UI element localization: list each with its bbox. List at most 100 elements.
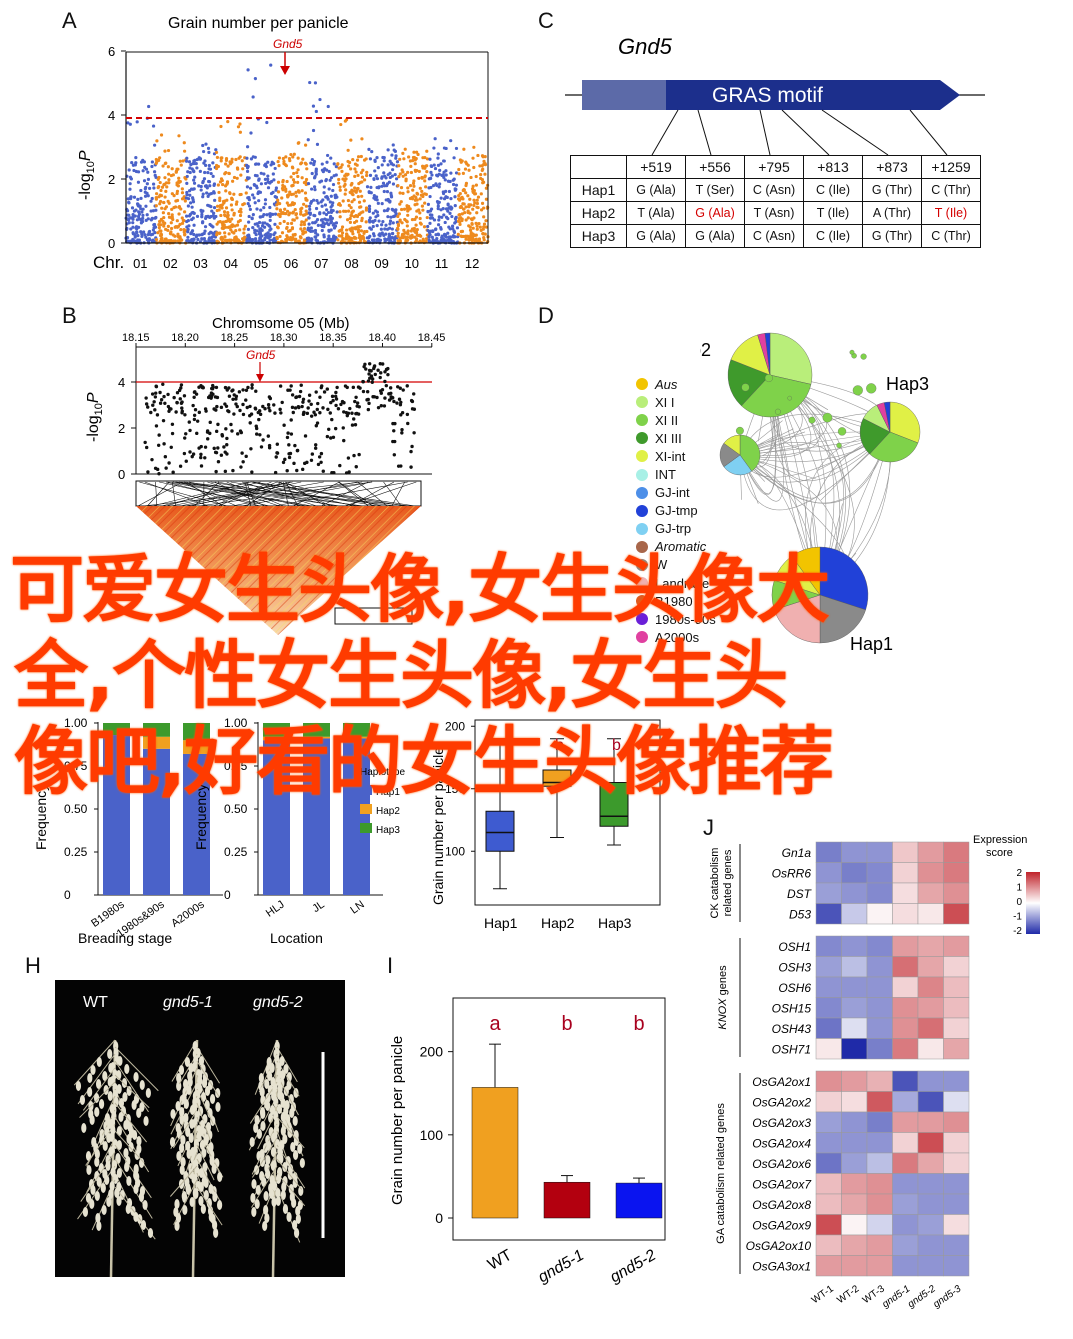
boxplot-y-tick-label: 200 <box>445 719 465 733</box>
grain <box>289 1108 295 1118</box>
grain <box>131 1100 137 1110</box>
grain <box>185 1183 191 1193</box>
grain <box>182 1205 188 1215</box>
grain <box>202 1162 208 1172</box>
heatmap-cell <box>815 1152 842 1174</box>
grain <box>116 1140 122 1150</box>
legend-swatch-icon <box>636 378 648 391</box>
grain <box>256 1129 262 1139</box>
grain <box>268 1189 275 1199</box>
grain <box>133 1072 139 1082</box>
heatmap-cell <box>943 935 970 957</box>
grain <box>176 1151 182 1161</box>
grain <box>79 1095 86 1105</box>
chr-tick-label: 09 <box>374 256 388 271</box>
grain <box>85 1193 92 1203</box>
location-category-label: JL <box>310 899 326 915</box>
network-legend-item: Aus <box>636 375 716 393</box>
grain <box>89 1199 95 1209</box>
legend-label: B1980 <box>655 593 693 609</box>
grain <box>206 1198 212 1208</box>
grain <box>139 1080 145 1090</box>
grain <box>145 1088 151 1098</box>
heatmap-column-label: gnd5-3 <box>931 1283 963 1310</box>
bar-category-label: gnd5-1 <box>535 1247 587 1287</box>
boxplot-box <box>485 810 515 852</box>
regional-x-tick-label: 18.45 <box>418 332 446 344</box>
grain <box>262 1221 268 1231</box>
grain <box>123 1148 129 1158</box>
panel-d-letter: D <box>538 303 554 328</box>
panicle-photo: WT gnd5-1 gnd5-2 <box>55 980 345 1278</box>
boxplot-category-label: Hap3 <box>598 915 632 931</box>
legend-swatch-icon <box>636 468 648 481</box>
grain <box>75 1081 82 1091</box>
heatmap-cell <box>943 1152 970 1174</box>
heatmap-cell <box>917 841 944 863</box>
heatmap-cell <box>866 935 893 957</box>
grain <box>102 1141 108 1151</box>
grain <box>143 1116 149 1126</box>
heatmap-cell <box>841 1234 868 1256</box>
legend-label: W <box>655 557 668 573</box>
location-bar-hap3 <box>343 723 370 737</box>
grain <box>189 1197 195 1207</box>
legend-label: XI-int <box>655 448 686 464</box>
heatmap-cell <box>815 976 842 998</box>
grain <box>271 1197 277 1207</box>
grain <box>169 1137 176 1147</box>
grain <box>199 1140 206 1150</box>
grain <box>102 1071 108 1081</box>
heatmap-cell <box>892 1214 919 1236</box>
stage-y-tick-label: 0.75 <box>64 759 88 773</box>
grain <box>192 1118 198 1128</box>
grain <box>280 1126 286 1136</box>
heatmap-cell <box>815 1038 842 1060</box>
photo-label-wt: WT <box>83 994 108 1011</box>
location-bar-hap1 <box>263 740 290 895</box>
regional-y-label: -log10P <box>85 392 105 442</box>
heatmap-column-label: gnd5-2 <box>906 1283 938 1310</box>
network-legend-item: 1980s-90s <box>636 610 716 628</box>
grain <box>96 1057 102 1067</box>
gene-name: OSH71 <box>772 1043 811 1057</box>
grain <box>280 1098 286 1108</box>
grain <box>292 1116 298 1126</box>
heatmap-cell <box>866 1214 893 1236</box>
location-category-label: HLJ <box>264 899 287 920</box>
grain <box>85 1151 92 1161</box>
grain <box>116 1126 122 1136</box>
scale-tick-label: 2 <box>1016 868 1022 879</box>
grain <box>86 1165 92 1175</box>
heatmap-cell <box>866 1234 893 1256</box>
boxplot-y-label: Grain number per panicle <box>430 747 446 905</box>
heatmap-cell <box>943 1132 970 1154</box>
grain <box>94 1191 100 1201</box>
grain <box>213 1228 219 1238</box>
hap2-label: Hap2 <box>700 340 711 360</box>
heatmap-cell <box>841 1193 868 1215</box>
gras-motif-label: GRAS motif <box>712 84 823 107</box>
gene-group-label: KNOX genes <box>717 965 729 1030</box>
heatmap-cell <box>917 935 944 957</box>
grain <box>272 1083 278 1093</box>
heatmap-cell <box>892 956 919 978</box>
heatmap-cell <box>943 1070 970 1092</box>
regional-points <box>143 362 417 476</box>
grain <box>180 1135 186 1145</box>
regional-y-tick-label: 2 <box>118 421 125 436</box>
regional-plot: Chromsome 05 (Mb) 18.15 18.20 18.25 18.30 18… <box>85 315 446 635</box>
grain <box>280 1190 286 1200</box>
regional-y-ticks: 0 2 4 <box>118 375 136 482</box>
grain <box>265 1169 271 1179</box>
snp-cell: C (Asn) <box>744 178 804 202</box>
grain <box>250 1193 256 1203</box>
svg-text:score: score <box>986 847 1013 859</box>
grain <box>209 1156 215 1166</box>
heatmap-cell <box>917 1234 944 1256</box>
snp-cell: G (Ala) <box>685 201 745 225</box>
grain <box>270 1147 277 1157</box>
grain <box>280 1112 286 1122</box>
heatmap-cell <box>841 903 868 925</box>
grain <box>291 1198 297 1208</box>
